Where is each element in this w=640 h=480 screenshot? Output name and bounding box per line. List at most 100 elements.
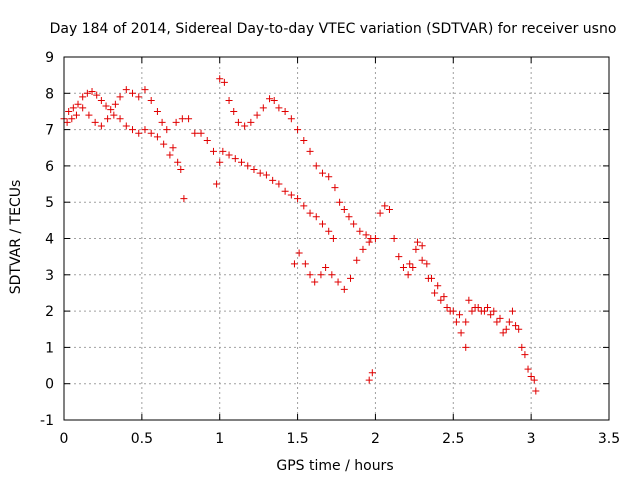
data-point-upper	[241, 122, 249, 130]
y-tick-label: 1	[45, 340, 54, 356]
data-point-lower	[178, 115, 186, 123]
data-point-lower	[63, 118, 71, 126]
x-tick-label: 2.5	[442, 431, 464, 447]
data-point-upper	[93, 91, 101, 99]
y-tick-label: -1	[40, 413, 54, 429]
data-point-upper	[287, 115, 295, 123]
data-point-lower	[317, 271, 325, 279]
data-point-lower	[116, 115, 124, 123]
x-tick-label: 0.5	[131, 431, 153, 447]
data-point-upper	[147, 97, 155, 105]
data-point-lower	[244, 162, 252, 170]
data-point-lower	[353, 256, 361, 264]
data-point-lower	[431, 289, 439, 297]
data-point-upper	[376, 209, 384, 217]
data-point-lower	[499, 329, 507, 337]
data-point-upper	[220, 78, 228, 86]
data-point-upper	[318, 169, 326, 177]
data-point-upper	[74, 100, 82, 108]
y-tick-label: 4	[45, 232, 54, 248]
data-point-lower	[287, 191, 295, 199]
data-point-lower	[365, 376, 373, 384]
data-point-upper	[345, 213, 353, 221]
y-axis-label: SDTVAR / TECUs	[8, 180, 24, 295]
data-point-lower	[474, 303, 482, 311]
data-point-upper	[340, 205, 348, 213]
data-point-lower	[231, 155, 239, 163]
y-tick-label: 6	[45, 159, 54, 175]
data-point-lower	[306, 209, 314, 217]
data-point-lower	[153, 133, 161, 141]
data-point-lower	[424, 274, 432, 282]
x-tick-label: 0	[60, 431, 69, 447]
data-point-lower	[325, 227, 333, 235]
data-point-upper	[362, 231, 370, 239]
data-point-lower	[225, 151, 233, 159]
data-point-upper	[259, 104, 267, 112]
data-point-lower	[290, 260, 298, 268]
data-point-upper	[247, 118, 255, 126]
data-point-upper	[275, 104, 283, 112]
data-point-upper	[331, 184, 339, 192]
data-point-upper	[88, 87, 96, 95]
data-point-upper	[163, 126, 171, 134]
data-point-lower	[209, 147, 217, 155]
data-point-upper	[69, 104, 77, 112]
data-point-upper	[111, 100, 119, 108]
data-point-lower	[449, 307, 457, 315]
data-point-lower	[250, 166, 258, 174]
data-point-upper	[253, 111, 261, 119]
data-point-upper	[515, 325, 523, 333]
data-point-lower	[493, 318, 501, 326]
data-point-upper	[281, 107, 289, 115]
data-point-lower	[318, 220, 326, 228]
data-point-upper	[270, 97, 278, 105]
data-point-lower	[185, 115, 193, 123]
data-point-upper	[440, 293, 448, 301]
data-point-upper	[356, 227, 364, 235]
y-tick-label: 3	[45, 268, 54, 284]
data-point-upper	[381, 202, 389, 210]
data-point-lower	[275, 180, 283, 188]
data-point-lower	[505, 318, 513, 326]
data-point-upper	[418, 242, 426, 250]
chart-title: Day 184 of 2014, Sidereal Day-to-day VTE…	[50, 21, 617, 37]
data-point-lower	[368, 369, 376, 377]
x-tick-labels: 0 0.5 1 1.5 2 2.5 3 3.5	[60, 431, 621, 447]
data-point-upper	[484, 303, 492, 311]
data-point-lower	[147, 129, 155, 137]
data-point-upper	[225, 97, 233, 105]
data-point-lower	[347, 274, 355, 282]
data-point-lower	[437, 296, 445, 304]
data-point-lower	[72, 111, 80, 119]
data-point-upper	[452, 318, 460, 326]
data-point-upper	[230, 107, 238, 115]
data-point-lower	[256, 169, 264, 177]
data-point-upper	[306, 147, 314, 155]
data-point-lower	[412, 245, 420, 253]
data-point-upper	[409, 264, 417, 272]
data-point-lower	[110, 111, 118, 119]
data-point-lower	[104, 115, 112, 123]
grid-lines	[64, 57, 609, 420]
data-point-upper	[532, 387, 540, 395]
data-point-lower	[135, 129, 143, 137]
y-tick-label: 5	[45, 195, 54, 211]
data-point-lower	[269, 176, 277, 184]
data-point-upper	[174, 158, 182, 166]
data-point-lower	[512, 322, 520, 330]
data-point-lower	[219, 147, 227, 155]
x-tick-label: 1.5	[286, 431, 308, 447]
data-point-upper	[527, 372, 535, 380]
data-point-upper	[312, 162, 320, 170]
data-point-upper	[521, 351, 529, 359]
data-point-lower	[238, 158, 246, 166]
y-tick-label: 8	[45, 86, 54, 102]
data-point-lower	[197, 129, 205, 137]
data-point-lower	[322, 264, 330, 272]
data-point-upper	[395, 253, 403, 261]
data-point-upper	[399, 264, 407, 272]
data-point-upper	[434, 282, 442, 290]
data-point-lower	[191, 129, 199, 137]
x-tick-label: 2	[371, 431, 380, 447]
